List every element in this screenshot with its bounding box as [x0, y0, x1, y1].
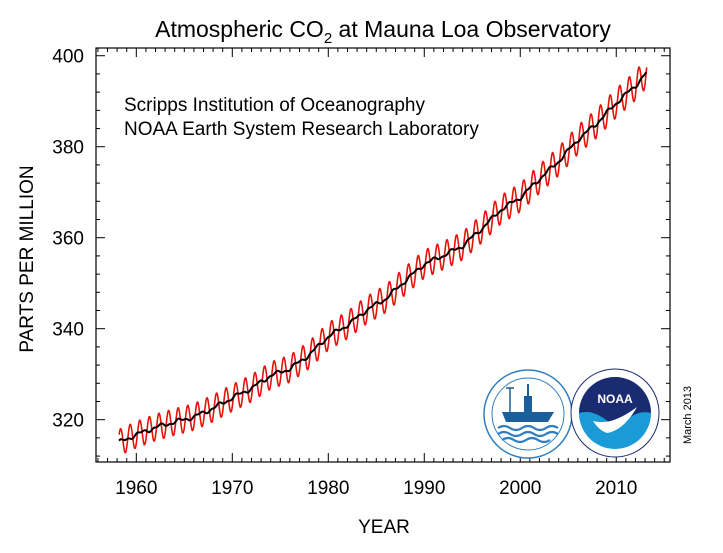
y-tick-label: 360 — [52, 229, 84, 250]
y-tick-label: 320 — [52, 411, 84, 432]
annotation-scripps: Scripps Institution of Oceanography — [124, 95, 426, 116]
chart-title-subscript: 2 — [324, 30, 332, 47]
plot-frame — [95, 47, 671, 463]
chart-title: Atmospheric CO2 at Mauna Loa Observatory — [155, 16, 611, 47]
x-tick-label: 2010 — [595, 478, 637, 499]
y-tick-label: 380 — [52, 138, 84, 159]
x-axis-label: YEAR — [358, 517, 410, 538]
x-tick-label: 2000 — [499, 478, 541, 499]
scripps-logo-icon — [483, 369, 573, 459]
annotation-noaa: NOAA Earth System Research Laboratory — [124, 119, 479, 140]
y-tick-label: 400 — [52, 47, 84, 68]
noaa-logo-text: NOAA — [597, 392, 633, 406]
series-monthly-mean-line — [118, 66, 648, 454]
noaa-logo-icon: NOAA — [570, 368, 660, 458]
y-tick-label: 340 — [52, 320, 84, 341]
chart-title-suffix: at Mauna Loa Observatory — [332, 16, 611, 42]
x-tick-label: 1990 — [403, 478, 445, 499]
x-tick-label: 1970 — [211, 478, 253, 499]
x-tick-label: 1980 — [307, 478, 349, 499]
date-stamp: March 2013 — [682, 386, 694, 444]
chart-title-main: Atmospheric CO — [155, 16, 324, 42]
series-layer — [118, 66, 648, 454]
axis-ticks — [96, 48, 670, 462]
y-axis-label: PARTS PER MILLION — [17, 165, 38, 352]
axis-tick-labels: 1960 1970 1980 1990 2000 2010 320 340 360 380 400 — [52, 47, 637, 499]
series-trend-line — [118, 71, 648, 442]
x-tick-label: 1960 — [115, 478, 157, 499]
